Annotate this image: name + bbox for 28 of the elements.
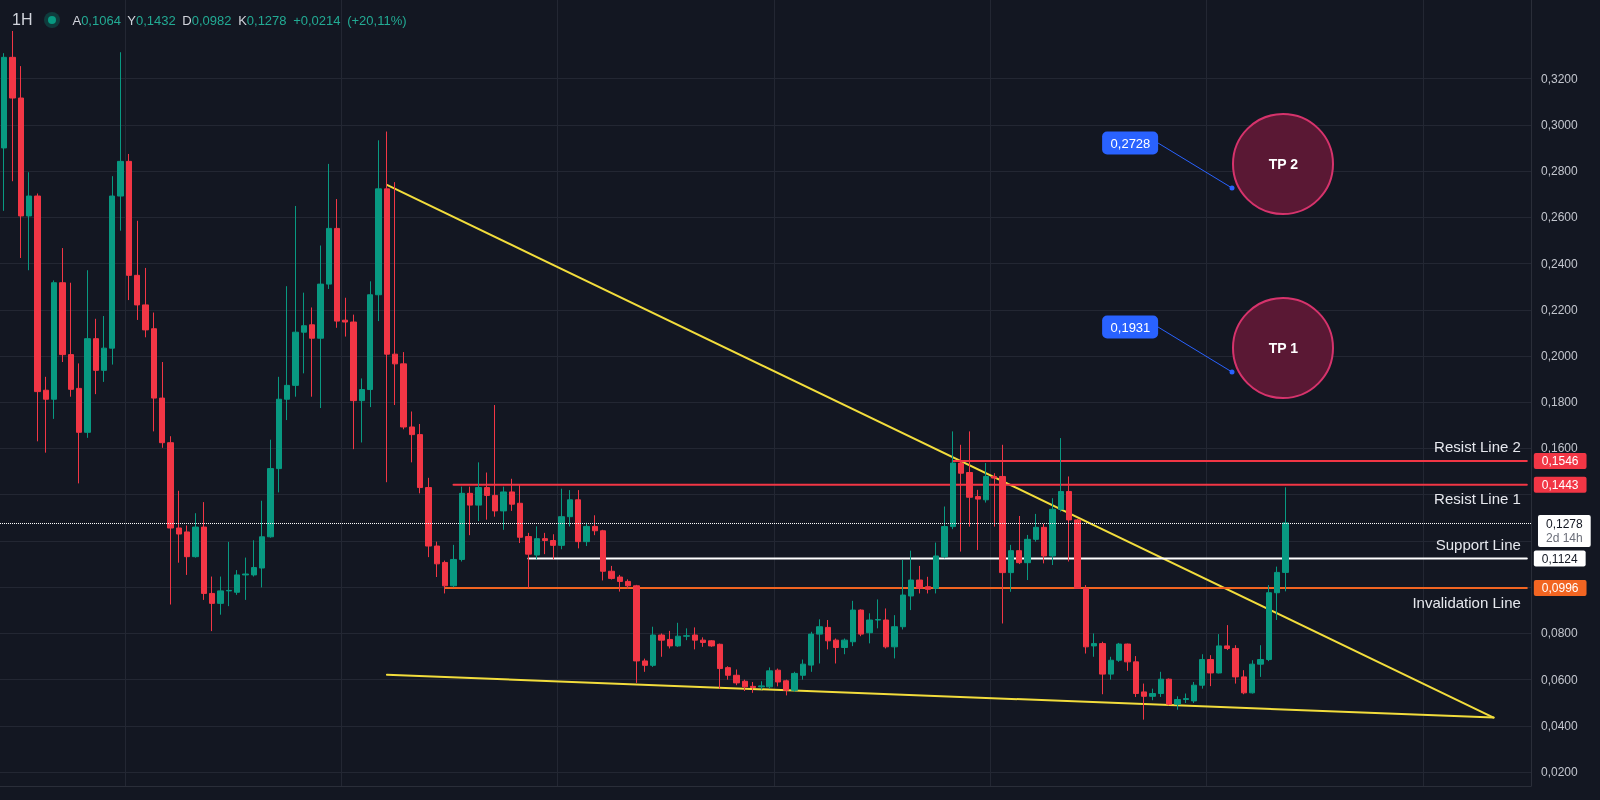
data-label: 0,1443 bbox=[1541, 477, 1579, 492]
y-tick-label: 0,1600 bbox=[1541, 441, 1579, 456]
annotation: 0,1931 bbox=[1102, 315, 1159, 339]
series-label: Invalidation Line bbox=[1412, 593, 1521, 611]
y-tick-label: 0,2400 bbox=[1541, 256, 1579, 271]
y-tick-label: 0,2600 bbox=[1541, 210, 1579, 225]
y-tick-label: 0,0200 bbox=[1541, 765, 1579, 780]
ref-line-label: 0,1278 2d 14h bbox=[1546, 516, 1584, 545]
series-label: Resist Line 1 bbox=[1434, 490, 1521, 508]
y-tick-label: 0,2800 bbox=[1541, 164, 1579, 179]
series-label: Support Line bbox=[1435, 536, 1521, 554]
data-label: 0,0996 bbox=[1541, 581, 1579, 596]
y-tick-label: 0,0800 bbox=[1541, 626, 1579, 641]
text: 1H bbox=[12, 11, 33, 29]
annotation: TP 1 bbox=[1268, 340, 1299, 356]
y-tick-label: 0,2000 bbox=[1541, 349, 1579, 364]
annotation: 0,2728 bbox=[1102, 131, 1159, 155]
data-label: 0,1124 bbox=[1541, 551, 1578, 566]
series-label: Resist Line 2 bbox=[1434, 438, 1521, 456]
data-label: 0,1546 bbox=[1541, 453, 1579, 468]
y-tick-label: 0,2200 bbox=[1541, 302, 1579, 317]
y-tick-label: 0,1800 bbox=[1541, 395, 1579, 410]
y-tick-label: 0,3000 bbox=[1541, 117, 1579, 132]
annotation: TP 2 bbox=[1268, 156, 1299, 172]
y-tick-label: 0,0600 bbox=[1541, 672, 1579, 687]
y-tick-label: 0,3200 bbox=[1541, 71, 1579, 86]
text: A0,1064 Y0,1432 D0,0982 K0,1278 +0,0214 (+20,11%) bbox=[72, 12, 407, 28]
y-tick-label: 0,0400 bbox=[1541, 718, 1579, 733]
